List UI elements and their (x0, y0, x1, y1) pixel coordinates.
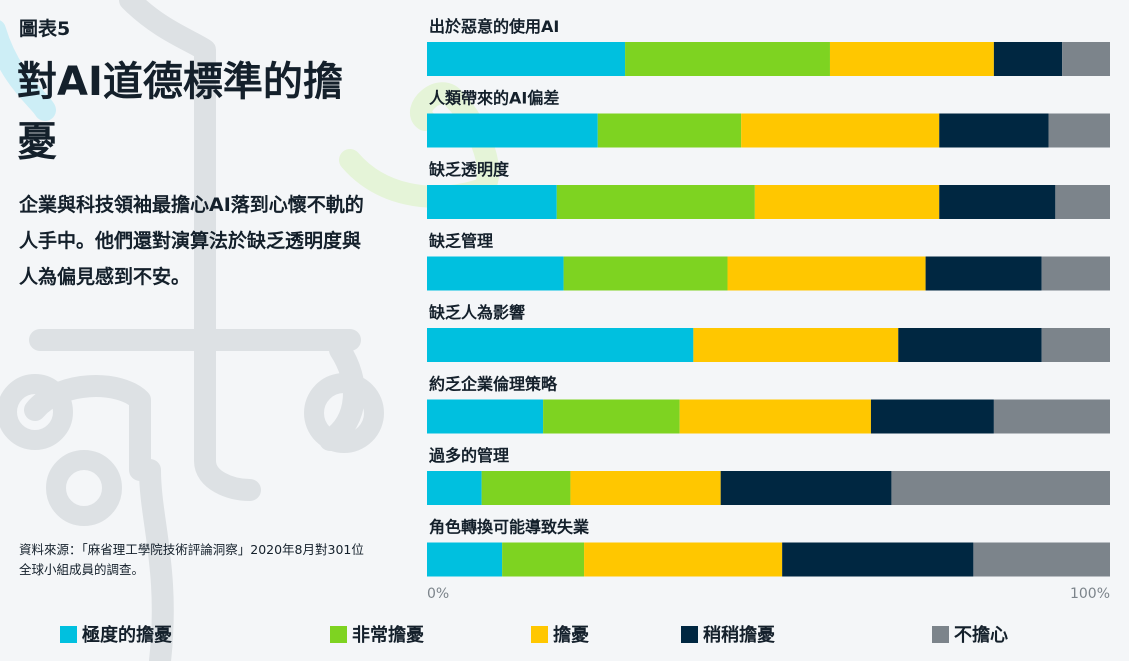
legend-item-concerned: 擔憂 (531, 621, 589, 647)
bar-segment-concerned (754, 185, 940, 219)
bar-segment-concerned (693, 328, 899, 362)
bg-gray-ring-1 (0, 374, 73, 450)
bar-segment-extreme (427, 113, 598, 148)
page-subtitle: 企業與科技領袖最擔心AI落到心懷不軌的人手中。他們還對演算法於缺乏透明度與人為偏… (19, 194, 364, 288)
bar-segment-slightly (925, 256, 1042, 291)
bg-gray-ring-3 (304, 373, 384, 453)
source-note: 資料來源：「麻省理工學院技術評論洞察」2020年8月對301位全球小組成員的調查… (19, 542, 364, 577)
bar-segment-slightly (782, 542, 974, 577)
category-label: 缺乏透明度 (429, 160, 510, 179)
legend-label-concerned: 擔憂 (553, 625, 589, 646)
bar-segment-extreme (427, 328, 694, 362)
legend-swatch-very (330, 625, 347, 643)
figure-label: 圖表5 (19, 18, 71, 40)
bar-segment-very (625, 42, 830, 76)
bg-gray-curve (119, 0, 216, 346)
bar-segment-not (1048, 113, 1110, 148)
category-label: 缺乏管理 (429, 232, 493, 251)
bar-segment-concerned (741, 113, 940, 148)
bar-segment-very (563, 256, 728, 291)
x-tick-label: 100% (1070, 586, 1110, 602)
bar-segment-concerned (679, 399, 871, 434)
bg-green-arc (339, 82, 500, 208)
bar-segment-very (481, 471, 571, 505)
legend-swatch-extreme (60, 625, 77, 643)
bar-segment-extreme (427, 185, 557, 219)
bg-gray-pipe-bottom (139, 459, 174, 661)
category-label: 缺乏人為影響 (429, 303, 525, 322)
x-tick-label: 0% (427, 586, 449, 602)
legend-item-very: 非常擔憂 (330, 621, 424, 647)
bar-segment-not (1062, 42, 1110, 76)
bar-segment-concerned (727, 256, 926, 291)
legend-swatch-slightly (681, 625, 698, 643)
legend-label-extreme: 極度的擔憂 (82, 625, 172, 646)
bar-segment-not (1055, 185, 1110, 219)
bar-segment-very (502, 542, 585, 577)
bar-segment-very (543, 399, 680, 434)
bar-segment-extreme (427, 42, 626, 76)
bar-segment-not (1041, 328, 1110, 362)
bar-segment-slightly (939, 185, 1056, 219)
bg-blue-arc (0, 20, 56, 121)
bar-segment-not (1041, 256, 1110, 291)
bar-segment-concerned (829, 42, 994, 76)
bar-segment-slightly (870, 399, 994, 434)
bg-gray-ring-2 (46, 450, 122, 526)
bar-segment-very (556, 185, 755, 219)
legend-swatch-concerned (531, 625, 548, 643)
bar-segment-extreme (427, 542, 503, 577)
legend-swatch-not (932, 625, 949, 643)
bar-segment-not (973, 542, 1110, 577)
legend-label-very: 非常擔憂 (352, 625, 424, 646)
bar-segment-concerned (584, 542, 783, 577)
category-label: 約乏企業倫理策略 (429, 375, 558, 394)
bar-segment-slightly (898, 328, 1042, 362)
legend-item-extreme: 極度的擔憂 (60, 621, 172, 647)
bar-segment-slightly (993, 42, 1063, 76)
bar-segment-slightly (939, 113, 1049, 148)
bar-segment-slightly (720, 471, 892, 505)
bar-segment-extreme (427, 399, 544, 434)
legend-label-slightly: 稍稍擔憂 (703, 625, 775, 646)
bg-gray-pipe-mid (194, 329, 261, 501)
bg-gray-pipe-left (24, 375, 151, 481)
bar-segment-not (993, 399, 1110, 434)
bar-segment-extreme (427, 256, 564, 291)
category-label: 過多的管理 (428, 446, 509, 465)
category-label: 出於惡意的使用AI (429, 17, 559, 36)
bar-segment-concerned (570, 471, 721, 505)
category-label: 角色轉換可能導致失業 (429, 518, 590, 537)
legend-item-not: 不擔心 (932, 621, 1008, 647)
bar-segment-very (597, 113, 742, 148)
page-title: 對AI道德標準的擔憂 (17, 59, 343, 165)
legend-item-slightly: 稍稍擔憂 (681, 621, 775, 647)
bar-segment-not (891, 471, 1110, 505)
bar-segment-extreme (427, 471, 482, 505)
category-label: 人類帶來的AI偏差 (429, 89, 559, 108)
legend-label-not: 不擔心 (954, 625, 1008, 646)
